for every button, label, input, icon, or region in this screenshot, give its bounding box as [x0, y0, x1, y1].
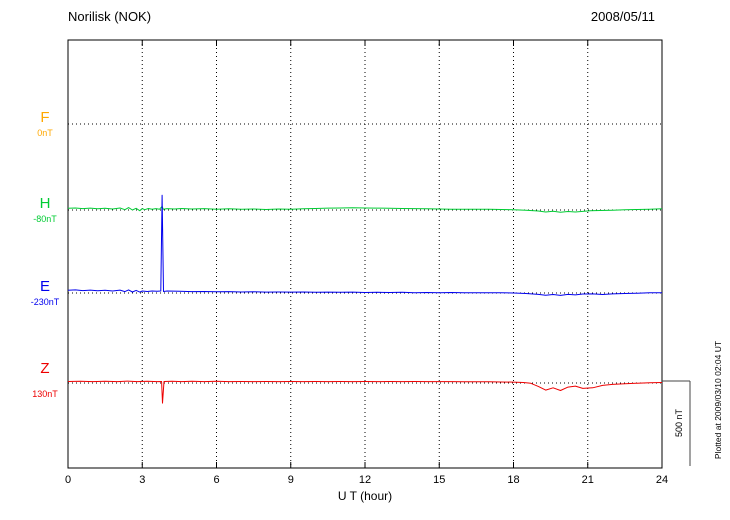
series-baseline-Z: 130nT: [32, 389, 58, 399]
x-tick-label: 24: [656, 474, 668, 486]
series-label-Z: Z 130nT: [32, 360, 58, 399]
x-tick-label: 6: [213, 474, 219, 486]
series-label-F: F 0nT: [37, 109, 53, 138]
series-letter-E: E: [40, 278, 50, 295]
plotted-at-note: Plotted at 2009/03/10 02:04 UT: [713, 341, 723, 459]
x-tick-label: 15: [433, 474, 445, 486]
scale-bar: 500 nT: [662, 380, 691, 466]
scale-bar-label: 500 nT: [674, 408, 684, 437]
series-baseline-H: -80nT: [33, 214, 57, 224]
date-label: 2008/05/11: [591, 9, 655, 24]
gridlines: 0 3 6 9 12 15 18 21 24: [65, 40, 668, 486]
x-tick-label: 21: [582, 474, 594, 486]
series-baseline-E: -230nT: [31, 297, 60, 307]
x-tick-label: 12: [359, 474, 371, 486]
series-label-H: H -80nT: [33, 195, 57, 224]
x-axis-label: U T (hour): [338, 489, 392, 503]
trace-H: [67, 205, 663, 213]
station-title: Norilisk (NOK): [68, 9, 151, 24]
series-letter-F: F: [40, 109, 49, 126]
series-letter-Z: Z: [40, 360, 49, 377]
x-tick-label: 3: [139, 474, 145, 486]
x-tick-label: 18: [507, 474, 519, 486]
series-baseline-F: 0nT: [37, 128, 53, 138]
x-tick-label: 0: [65, 474, 71, 486]
x-tick-label: 9: [288, 474, 294, 486]
trace-Z: [67, 380, 663, 404]
trace-E: [67, 194, 663, 296]
traces: [67, 194, 663, 404]
series-label-E: E -230nT: [31, 278, 60, 307]
series-letter-H: H: [40, 195, 51, 212]
